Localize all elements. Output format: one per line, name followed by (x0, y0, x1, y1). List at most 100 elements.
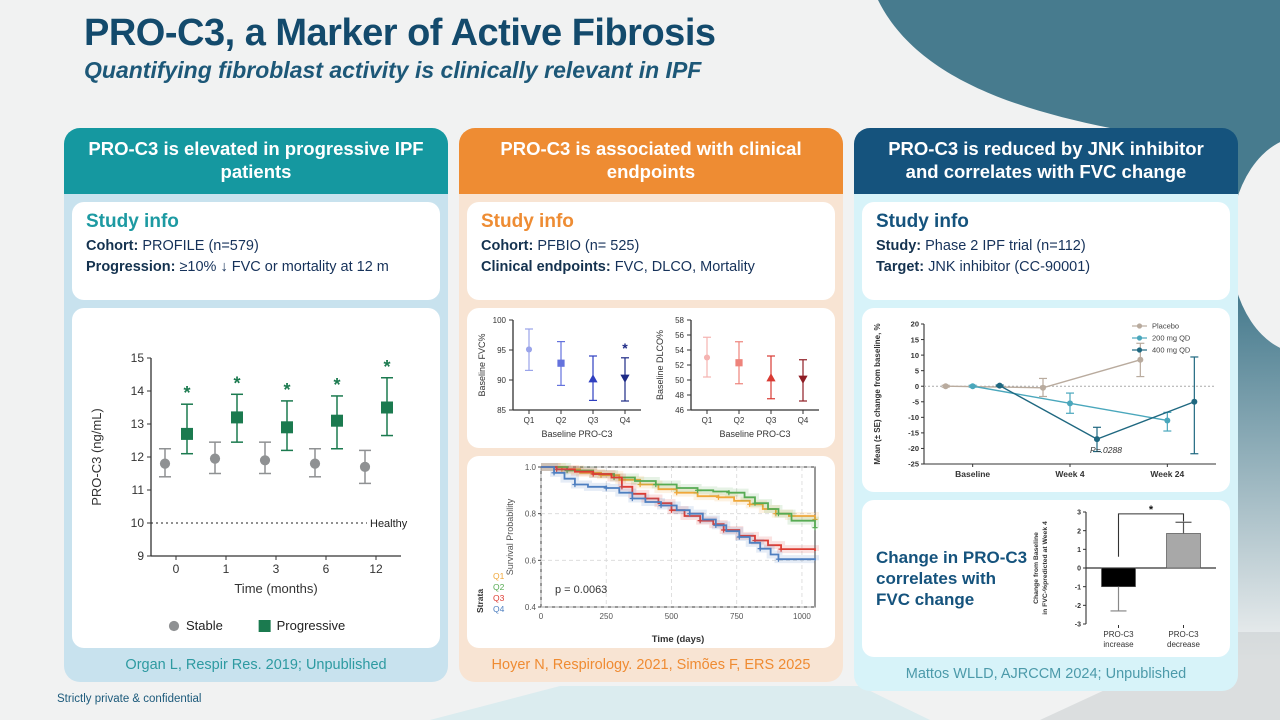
svg-text:*: * (283, 380, 290, 400)
bottom-teal-band (430, 686, 930, 720)
svg-text:*: * (183, 383, 190, 403)
svg-text:0.8: 0.8 (525, 510, 537, 519)
svg-text:0: 0 (539, 612, 544, 621)
svg-text:14: 14 (131, 384, 145, 398)
study-row: Target: JNK inhibitor (CC-90001) (876, 259, 1091, 276)
svg-text:11: 11 (132, 483, 145, 497)
svg-text:-1: -1 (1075, 584, 1081, 591)
study-row: Cohort: PROFILE (n=579) (86, 238, 259, 254)
svg-text:0.4: 0.4 (525, 603, 537, 612)
svg-text:-10: -10 (908, 413, 919, 422)
svg-text:*: * (233, 373, 240, 393)
panel-endpoints: PRO-C3 is associated with clinical endpo… (459, 128, 843, 682)
svg-text:15: 15 (131, 351, 145, 365)
survival-chart: 0 250 500 750 1000 0.4 0.6 0.8 1.0 p = 0.0063 Time… (467, 456, 835, 648)
svg-text:-25: -25 (908, 460, 919, 469)
svg-text:PRO-C3 (ng/mL): PRO-C3 (ng/mL) (89, 408, 104, 506)
svg-text:Baseline FVC%: Baseline FVC% (477, 333, 487, 396)
svg-text:Baseline PRO-C3: Baseline PRO-C3 (541, 428, 612, 438)
baseline-dlco-chart: 46 48 50 52 54 56 58 Q1 Q2 Q3 Q4 Baseline PRO-C3 Bas… (651, 308, 829, 449)
baseline-fvc-svg: 85 90 95 100 Q1 Q2 Q3 Q4 * Baseline PRO-C3 Baselin… (477, 315, 641, 438)
svg-text:Baseline DLCO%: Baseline DLCO% (655, 329, 665, 399)
svg-text:52: 52 (675, 360, 684, 369)
svg-text:5: 5 (915, 366, 919, 375)
svg-text:*: * (1149, 504, 1154, 516)
svg-text:Survival Probability: Survival Probability (505, 498, 515, 575)
svg-text:P=.0288: P=.0288 (1090, 445, 1122, 455)
svg-text:Q4: Q4 (798, 416, 809, 425)
svg-text:-5: -5 (912, 397, 919, 406)
svg-text:Week 24: Week 24 (1150, 469, 1184, 479)
svg-text:100: 100 (493, 315, 507, 324)
svg-text:1.0: 1.0 (525, 463, 537, 472)
panel-elevated: PRO-C3 is elevated in progressive IPF pa… (64, 128, 448, 682)
page-subtitle: Quantifying fibroblast activity is clini… (84, 57, 702, 83)
svg-text:Q4: Q4 (620, 416, 631, 425)
study-row: Progression: ≥10% ↓ FVC or mortality at … (86, 259, 389, 276)
svg-text:*: * (333, 375, 340, 395)
svg-text:-20: -20 (908, 444, 919, 453)
svg-text:3: 3 (273, 562, 280, 576)
panel-elevated-header: PRO-C3 is elevated in progressive IPF pa… (64, 128, 448, 194)
svg-text:1: 1 (223, 562, 230, 576)
svg-text:Week 4: Week 4 (1055, 469, 1084, 479)
svg-text:Healthy: Healthy (370, 518, 408, 530)
svg-text:1000: 1000 (793, 612, 811, 621)
svg-text:in FVC-%predicted at Week 4: in FVC-%predicted at Week 4 (1042, 521, 1049, 615)
svg-text:9: 9 (137, 549, 144, 563)
svg-text:250: 250 (600, 612, 614, 621)
svg-text:12: 12 (131, 450, 145, 464)
baseline-dlco-svg: 46 48 50 52 54 56 58 Q1 Q2 Q3 Q4 Baseline PRO-C3 Bas… (655, 315, 819, 438)
panel-elevated-body: Study info Cohort: PROFILE (n=579) Progr… (64, 194, 448, 682)
svg-text:-15: -15 (908, 429, 919, 438)
svg-text:500: 500 (665, 612, 679, 621)
panel-endpoints-body: Study info Cohort: PFBIO (n= 525) Clinic… (459, 194, 843, 682)
panel-row: PRO-C3 is elevated in progressive IPF pa… (64, 128, 1238, 691)
svg-text:12: 12 (369, 562, 383, 576)
svg-text:20: 20 (911, 320, 919, 329)
fvc-bar-chart: -3 -2 -1 0 1 2 3 PRO-C3 increase PRO-C3 decrease * C… (1028, 504, 1224, 653)
proc3-longitudinal-chart: 9 10 11 12 13 14 15 0 1 3 6 12 Healthy * * * * * Time (mon… (72, 308, 440, 648)
svg-text:*: * (622, 339, 628, 355)
svg-text:0: 0 (173, 562, 180, 576)
svg-text:10: 10 (131, 516, 145, 530)
svg-text:90: 90 (497, 375, 506, 384)
svg-text:400 mg QD: 400 mg QD (1152, 346, 1191, 355)
page-title: PRO-C3, a Marker of Active Fibrosis (84, 12, 716, 54)
svg-text:Q2: Q2 (493, 582, 505, 592)
svg-text:2: 2 (1077, 528, 1081, 535)
jnk-change-svg: -25 -20 -15 -10 -5 0 5 10 15 20 Baseline Week 4 Week… (873, 320, 1216, 479)
svg-text:750: 750 (730, 612, 744, 621)
svg-text:Q3: Q3 (493, 593, 505, 603)
svg-text:PRO-C3: PRO-C3 (1103, 630, 1134, 639)
svg-text:Progressive: Progressive (277, 618, 346, 633)
baseline-quartile-charts: 85 90 95 100 Q1 Q2 Q3 Q4 * Baseline PRO-C3 Baselin… (467, 308, 835, 448)
svg-text:Q1: Q1 (493, 571, 505, 581)
svg-text:Strata: Strata (475, 589, 485, 613)
study-row: Study: Phase 2 IPF trial (n=112) (876, 238, 1086, 254)
svg-text:Time (days): Time (days) (652, 634, 705, 645)
svg-text:48: 48 (675, 390, 684, 399)
svg-text:p = 0.0063: p = 0.0063 (555, 584, 607, 596)
panel-jnk: PRO-C3 is reduced by JNK inhibitor and c… (854, 128, 1238, 691)
fvc-correlation-card: Change in PRO-C3 correlates with FVC cha… (862, 500, 1230, 657)
svg-text:increase: increase (1103, 640, 1134, 648)
title-block: PRO-C3, a Marker of Active Fibrosis Quan… (84, 12, 716, 84)
svg-text:*: * (383, 357, 390, 377)
svg-text:58: 58 (675, 315, 684, 324)
svg-text:6: 6 (323, 562, 330, 576)
svg-text:Q1: Q1 (702, 416, 713, 425)
right-notch (1230, 142, 1280, 348)
svg-text:15: 15 (911, 335, 919, 344)
svg-text:Change from Baseline: Change from Baseline (1033, 532, 1040, 604)
svg-text:decrease: decrease (1167, 640, 1200, 648)
svg-text:Q2: Q2 (556, 416, 567, 425)
panel-endpoints-header: PRO-C3 is associated with clinical endpo… (459, 128, 843, 194)
survival-svg: 0 250 500 750 1000 0.4 0.6 0.8 1.0 p = 0.0063 Time… (475, 463, 819, 645)
svg-text:13: 13 (131, 417, 145, 431)
svg-text:200 mg QD: 200 mg QD (1152, 334, 1191, 343)
svg-text:Baseline PRO-C3: Baseline PRO-C3 (719, 428, 790, 438)
